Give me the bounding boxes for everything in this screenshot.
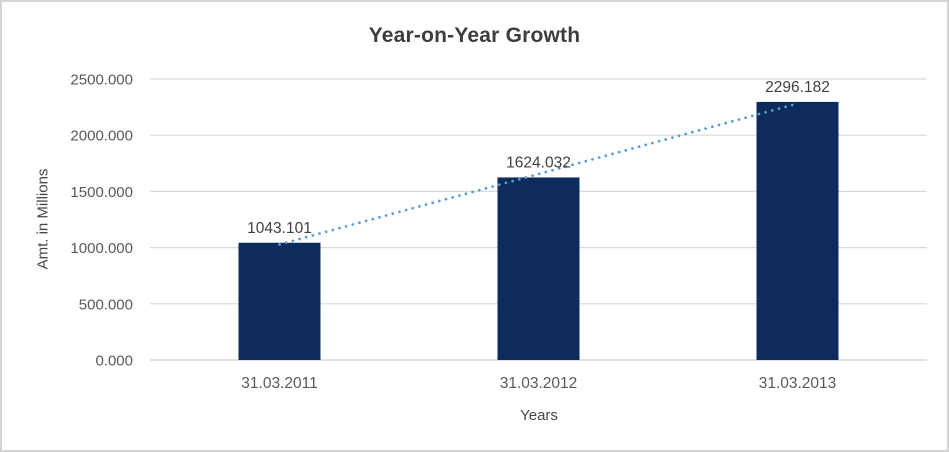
bar-data-label: 1624.032 bbox=[506, 154, 571, 171]
bar-data-label: 2296.182 bbox=[765, 79, 830, 96]
x-tick-label: 31.03.2011 bbox=[241, 375, 317, 392]
bar-data-label: 1043.101 bbox=[247, 220, 312, 237]
y-tick-label: 500.000 bbox=[79, 296, 133, 313]
x-axis-title: Years bbox=[520, 407, 558, 424]
chart-title: Year-on-Year Growth bbox=[368, 24, 581, 47]
y-tick-label: 0.000 bbox=[95, 353, 133, 370]
bar bbox=[756, 101, 839, 360]
x-tick-label: 31.03.2012 bbox=[500, 375, 578, 392]
bar bbox=[238, 242, 321, 360]
y-tick-label: 1000.000 bbox=[70, 240, 133, 257]
y-tick-label: 1500.000 bbox=[70, 184, 133, 201]
y-tick-label: 2500.000 bbox=[70, 72, 133, 89]
trendline bbox=[278, 102, 799, 246]
x-tick-label: 31.03.2013 bbox=[759, 375, 837, 392]
y-tick-label: 2000.000 bbox=[70, 128, 133, 145]
bar bbox=[497, 177, 580, 360]
